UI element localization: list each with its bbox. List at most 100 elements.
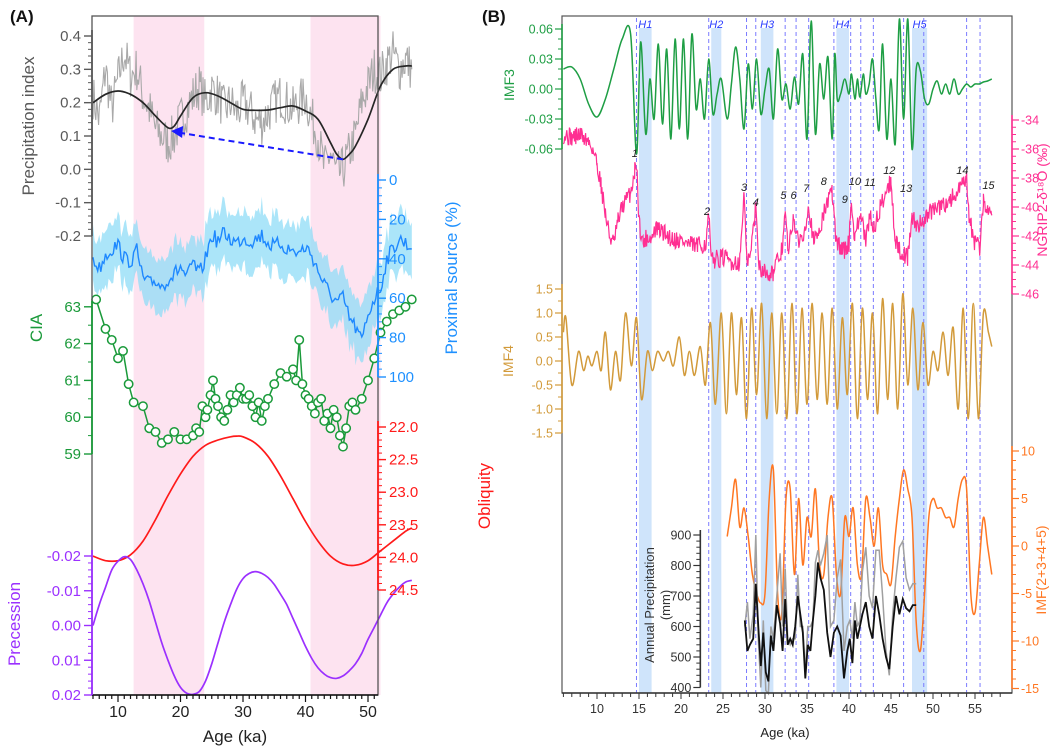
- a-x-tick-label: 50: [359, 704, 377, 721]
- annual-precipitation-tick-label: 900: [670, 529, 691, 543]
- precipitation-index-raw-line: [92, 31, 413, 187]
- proximal-source-tick-label: 80: [389, 330, 406, 347]
- b-xlabel: Age (ka): [760, 725, 809, 740]
- imf-sum-tick-label: 0: [1021, 540, 1028, 554]
- interstadial-label-13: 13: [900, 183, 913, 195]
- a-xlabel: Age (ka): [203, 727, 267, 746]
- cia-point: [316, 393, 327, 404]
- annual-precipitation-tick-label: 800: [670, 559, 691, 573]
- cia-point: [350, 404, 361, 415]
- imf-sum-axis-label: IMF(2+3+4+5): [1033, 525, 1049, 614]
- obliquity-tick-label: 24.0: [389, 549, 418, 566]
- obliquity-axis-label: Obliquity: [475, 462, 494, 529]
- ngrip2-d18o-tick-label: -34: [1021, 114, 1039, 128]
- cia-point: [341, 423, 352, 434]
- precipitation-index-tick-label: -0.2: [55, 228, 81, 245]
- interstadial-label-8: 8: [821, 176, 828, 188]
- imf3-tick-label: -0.03: [525, 113, 554, 127]
- interstadial-label-10: 10: [849, 176, 862, 188]
- arrow-head-icon: [171, 126, 184, 138]
- a-shaded-intervals: [133, 16, 381, 695]
- cia-tick-label: 62: [64, 336, 81, 353]
- interstadial-label-7: 7: [803, 183, 810, 195]
- b-axes: 10 15 20 25 30 35 40 45 50 550.060.030.00-0.03-0.…: [500, 15, 1050, 716]
- cia-point: [100, 323, 111, 334]
- b-x-tick-label: 15: [632, 702, 646, 716]
- imf4-tick-label: 1.5: [536, 283, 553, 297]
- ngrip2-d18o-tick-label: -44: [1021, 259, 1039, 273]
- obliquity-tick-label: 22.5: [389, 452, 418, 469]
- imf4-tick-label: 0.0: [536, 355, 553, 369]
- annual-precipitation-mm-black-line: [743, 562, 917, 682]
- ngrip2-d18o-tick-label: -40: [1021, 201, 1039, 215]
- imf4-tick-label: -1.5: [531, 427, 553, 441]
- imf3-line: [563, 18, 993, 155]
- imf4-axis-label: IMF4: [500, 345, 516, 377]
- cia-point: [338, 441, 348, 452]
- b-dashed-lines: [635, 18, 981, 693]
- imf3-axis-label: IMF3: [501, 69, 517, 101]
- precipitation-index-tick-label: 0.2: [60, 95, 81, 112]
- heinrich-band-h1: [639, 28, 652, 693]
- imf-sum-tick-label: 10: [1021, 445, 1035, 459]
- precession-axis-label: Precession: [5, 582, 24, 666]
- interstadial-label-2: 2: [703, 206, 710, 218]
- a-x-tick-label: 20: [172, 704, 190, 721]
- proximal-source-tick-label: 0: [389, 172, 397, 189]
- imf3-tick-label: 0.06: [529, 23, 553, 37]
- precession-tick-label: 0.01: [52, 652, 81, 669]
- cia-point: [222, 404, 233, 415]
- cia-tick-label: 59: [64, 446, 81, 463]
- precession-tick-label: 0.02: [52, 687, 81, 704]
- panel-a-label: (A): [10, 7, 34, 26]
- cia-point: [234, 382, 245, 393]
- b-x-tick-label: 55: [968, 702, 982, 716]
- imf3-tick-label: 0.03: [529, 53, 553, 67]
- ngrip2-d18o-axis-label: NGRIP2-δ¹⁸O (‰): [1034, 143, 1050, 256]
- imf3-tick-label: 0.00: [529, 83, 553, 97]
- imf3-tick-label: -0.06: [525, 143, 554, 157]
- cia-point: [194, 426, 205, 437]
- interstadial-label-15: 15: [982, 180, 995, 192]
- b-x-tick-label: 30: [758, 702, 772, 716]
- cia-point: [281, 371, 292, 382]
- b-x-tick-label: 25: [716, 702, 730, 716]
- heinrich-label-h5: H5: [913, 19, 928, 31]
- obliquity-tick-label: 23.5: [389, 517, 418, 534]
- a-x-tick-label: 40: [297, 704, 315, 721]
- a-series: [91, 31, 417, 696]
- shaded-interval-2: [310, 16, 381, 695]
- ngrip2-d18o-tick-label: -46: [1021, 288, 1039, 302]
- ngrip2-d18o-tick-label: -42: [1021, 230, 1039, 244]
- b-x-tick-label: 20: [674, 702, 688, 716]
- b-x-tick-label: 50: [926, 702, 940, 716]
- cia-point: [219, 415, 230, 426]
- cia-point: [138, 401, 148, 412]
- cia-point: [356, 393, 367, 404]
- dashed-arrow: [180, 132, 344, 161]
- cia-point: [331, 412, 342, 423]
- imf-2-3-4-5-line: [726, 464, 993, 653]
- a-x-tick-label: 30: [234, 704, 252, 721]
- interstadial-label-11: 11: [864, 177, 875, 189]
- interstadial-label-6: 6: [790, 190, 797, 202]
- cia-point: [244, 390, 255, 401]
- imf-sum-tick-label: -15: [1021, 682, 1039, 696]
- cia-point: [325, 423, 336, 434]
- imf-sum-tick-label: -5: [1021, 587, 1032, 601]
- ngrip2-d18o-tick-label: -38: [1021, 172, 1039, 186]
- heinrich-label-h2: H2: [709, 19, 723, 31]
- cia-point: [213, 401, 223, 412]
- obliquity-tick-label: 24.5: [389, 582, 418, 599]
- annual-precipitation-tick-label: 500: [670, 651, 691, 665]
- cia-point: [309, 408, 320, 419]
- imf4-tick-label: -1.0: [531, 403, 553, 417]
- proximal-source-tick-label: 60: [389, 290, 406, 307]
- cia-point: [163, 434, 173, 445]
- obliquity-tick-label: 22.0: [389, 419, 418, 436]
- precession-line: [92, 555, 413, 696]
- proximal-source-tick-label: 40: [389, 251, 406, 268]
- cia-point: [256, 415, 267, 426]
